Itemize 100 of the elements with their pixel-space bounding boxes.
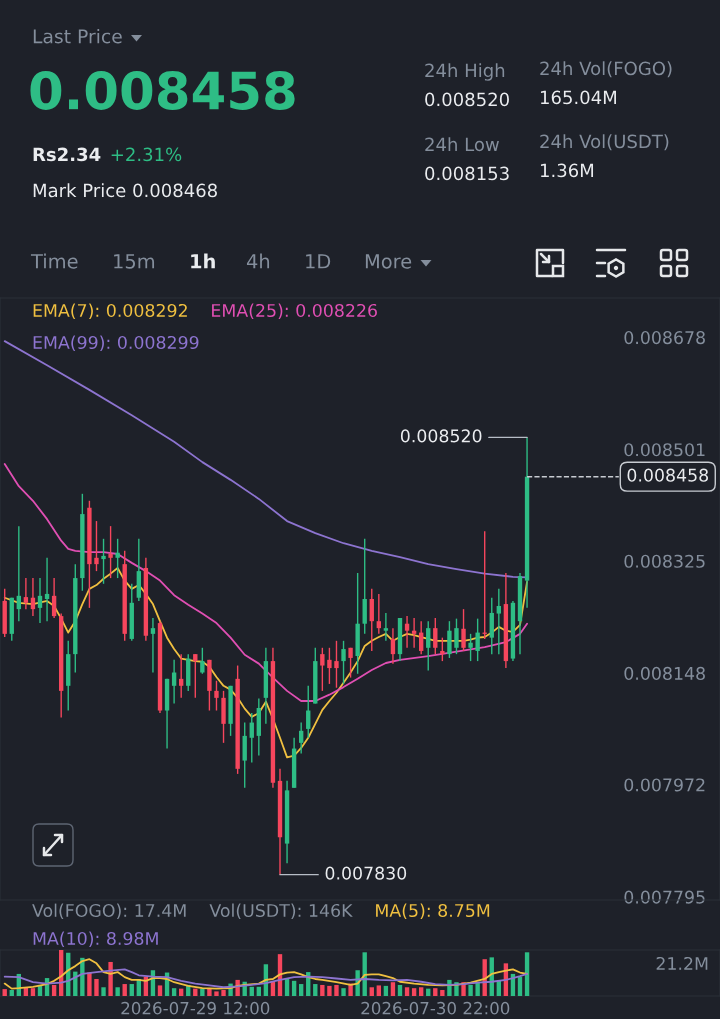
bar [468, 984, 473, 996]
candlestick [383, 612, 389, 642]
candlestick [178, 653, 184, 699]
bar [397, 984, 403, 996]
text: 24h Low [425, 137, 499, 152]
candlestick [306, 685, 311, 739]
candlestick [171, 659, 177, 705]
candlestick [454, 617, 459, 655]
candlestick [440, 636, 445, 662]
bar [390, 982, 396, 996]
y-tick-label: 0.008325 [624, 554, 705, 568]
candlestick [418, 620, 424, 655]
text: 24h Vol(FOGO) [540, 61, 672, 78]
text: More [365, 254, 412, 269]
bar [411, 988, 417, 996]
bar [249, 986, 254, 996]
bar [87, 972, 92, 996]
bar [404, 987, 410, 996]
y-tick-label: 0.008501 [624, 443, 705, 457]
text: Time [30, 253, 78, 269]
bar [221, 990, 226, 996]
bar [171, 988, 177, 996]
candlestick [327, 647, 332, 685]
candlestick [348, 647, 353, 679]
bar [327, 985, 332, 996]
candlestick [115, 538, 120, 579]
bar [200, 988, 205, 996]
line-series [3, 463, 528, 702]
series-label: EMA(99): 0.008299 [33, 335, 199, 352]
candlestick [426, 620, 431, 672]
text: MA(5): 8.75M [376, 903, 490, 920]
candlestick [404, 615, 410, 649]
bar [122, 984, 127, 996]
bar [9, 990, 14, 996]
y-tick-label: 0.007972 [624, 778, 705, 792]
bar [376, 985, 382, 996]
bar [440, 990, 445, 996]
text: 4h [246, 253, 270, 269]
text: 15m [114, 254, 155, 269]
candlestick [369, 588, 374, 652]
text: 24h High [425, 63, 505, 81]
y-tick-label: 0.007795 [624, 890, 705, 904]
bar [313, 984, 318, 996]
text: 1.36M [540, 163, 594, 178]
bar [94, 978, 99, 996]
bar [129, 984, 134, 996]
text: 0.008153 [425, 166, 509, 181]
text: Last Price [33, 28, 122, 44]
bar [80, 957, 85, 996]
ref-line-label: 0.008458 [627, 468, 709, 482]
bar [320, 984, 325, 996]
bar [2, 989, 7, 996]
series-label: MA(10): 8.98M [33, 931, 158, 948]
candlestick [376, 593, 382, 635]
text: EMA(25): 0.008226 [212, 303, 377, 320]
x-tick-label: 2026-07-30 22:00 [361, 1001, 510, 1015]
candlestick [390, 627, 396, 665]
text: Mark Price 0.008468 [33, 183, 217, 198]
candlestick [298, 721, 304, 755]
bar [418, 987, 424, 996]
bar [115, 987, 120, 996]
y-tick-label: 0.008148 [624, 666, 705, 680]
candlestick [200, 647, 205, 675]
bar [157, 985, 163, 996]
candlestick [108, 525, 113, 579]
candlestick [461, 608, 466, 652]
candlestick [433, 617, 438, 655]
candlestick [51, 577, 57, 619]
text: Vol(USDT): 146K [209, 903, 353, 920]
candlestick [320, 647, 325, 692]
bar [369, 987, 374, 996]
x-tick-label: 2026-07-29 12:00 [121, 1001, 270, 1015]
candlestick [447, 620, 452, 659]
candlestick [150, 617, 156, 674]
candlestick [44, 557, 50, 622]
bar [334, 984, 339, 996]
candlestick [334, 640, 339, 689]
bar [256, 986, 262, 996]
candlestick [249, 712, 254, 764]
text: 1D [306, 254, 331, 269]
candlestick [101, 538, 106, 585]
annotation: 0.007830 [325, 866, 407, 880]
bar [433, 988, 438, 996]
candlestick [475, 617, 480, 662]
y-tick-label: 0.008678 [624, 331, 705, 345]
candlestick [341, 640, 346, 685]
bar [207, 988, 212, 996]
candlestick [496, 588, 502, 655]
candlestick [214, 680, 219, 712]
text: Vol(FOGO): 17.4M [32, 903, 186, 920]
text: +2.31% [111, 147, 182, 162]
bar [298, 984, 304, 996]
text: Rs2.34 [33, 147, 101, 162]
annotation: 21.2M [656, 956, 708, 970]
bar [341, 988, 346, 996]
bar [101, 987, 106, 996]
annotation: 0.008520 [400, 429, 482, 443]
bar [51, 984, 57, 996]
bar [291, 980, 297, 996]
candlestick [193, 653, 198, 699]
